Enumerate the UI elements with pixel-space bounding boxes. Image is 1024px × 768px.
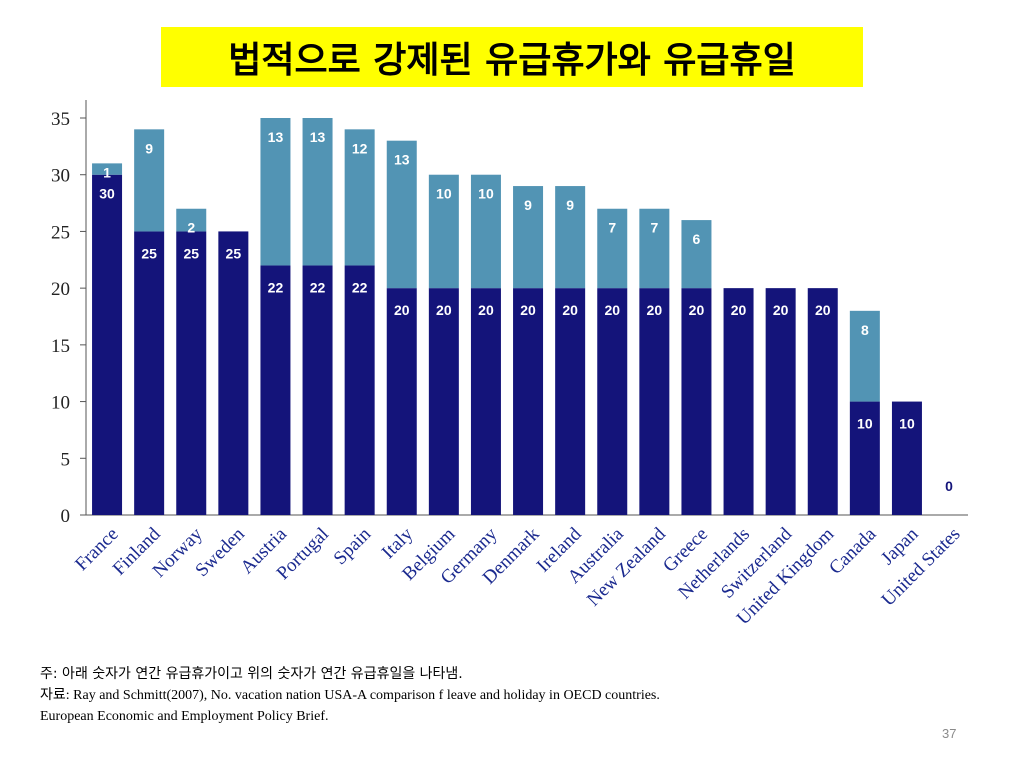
bar-label-vacation: 25 [183, 245, 199, 261]
bar-label-holiday: 9 [145, 140, 153, 156]
bar-label-vacation: 20 [520, 302, 536, 318]
bar-label-vacation: 20 [478, 302, 494, 318]
note-text: : 아래 숫자가 연간 유급휴가이고 위의 숫자가 연간 유급휴일을 나타냄. [52, 666, 463, 682]
bar-label-holiday: 13 [394, 152, 410, 168]
bar-label-vacation: 20 [604, 302, 620, 318]
bar-holiday-denmark [513, 186, 544, 289]
y-tick-label: 25 [51, 222, 70, 243]
bar-vacation-canada [849, 401, 880, 515]
x-tick-label: Spain [330, 523, 376, 569]
bar-holiday-france [92, 163, 123, 175]
source-line-2: European Economic and Employment Policy … [40, 709, 329, 724]
bar-vacation-spain [344, 265, 375, 515]
source-text: : Ray and Schmitt(2007), No. vacation na… [65, 688, 660, 703]
source-prefix: 자료 [40, 687, 66, 703]
bar-vacation-switzerland [765, 288, 796, 515]
x-tick-label: Canada [825, 523, 881, 579]
bar-vacation-united-kingdom [807, 288, 838, 515]
bar-vacation-denmark [513, 288, 544, 515]
bar-vacation-austria [260, 265, 291, 515]
bar-label-holiday: 6 [693, 231, 701, 247]
bar-holiday-portugal [302, 118, 333, 266]
bar-vacation-germany [470, 288, 501, 515]
source-line: 자료: Ray and Schmitt(2007), No. vacation … [40, 685, 940, 706]
bar-label-holiday: 2 [187, 220, 195, 236]
footnote: 주: 아래 숫자가 연간 유급휴가이고 위의 숫자가 연간 유급휴일을 나타냄.… [40, 664, 940, 727]
bar-label-vacation: 20 [773, 302, 789, 318]
bar-holiday-italy [386, 140, 417, 289]
y-tick-label: 30 [51, 166, 70, 187]
bar-holiday-canada [849, 310, 880, 402]
bar-holiday-germany [470, 174, 501, 289]
x-axis-labels: FranceFinlandNorwaySwedenAustriaPortugal… [71, 523, 964, 629]
bar-label-holiday: 10 [478, 186, 494, 202]
bar-label-vacation: 30 [99, 186, 115, 202]
bar-holiday-australia [597, 208, 628, 289]
bar-vacation-norway [176, 231, 207, 515]
bar-label-vacation: 20 [562, 302, 578, 318]
bar-label-holiday: 1 [103, 164, 111, 180]
stacked-bar-chart: 0 5 10 15 20 25 30 35 30 1 25 9 25 2 25 22 13 22 13 22 12 20… [51, 100, 968, 629]
bar-vacation-belgium [428, 288, 459, 515]
bar-label-holiday: 7 [608, 220, 616, 236]
bar-holiday-belgium [428, 174, 459, 289]
bar-label-vacation: 20 [647, 302, 663, 318]
bar-vacation-finland [134, 231, 165, 515]
bar-holiday-spain [344, 129, 375, 266]
y-tick-label: 10 [51, 393, 70, 414]
bar-vacation-italy [386, 288, 417, 515]
bar-label-vacation: 10 [857, 416, 873, 432]
bars: 30 1 25 9 25 2 25 22 13 22 13 22 12 20 13 20 10 20 10 20 9 20… [92, 118, 953, 515]
bar-holiday-new-zealand [639, 208, 670, 289]
bar-label-holiday: 9 [524, 197, 532, 213]
bar-vacation-new-zealand [639, 288, 670, 515]
bar-holiday-norway [176, 208, 207, 232]
y-axis-ticks: 0 5 10 15 20 25 30 35 [51, 109, 86, 527]
bar-label-holiday: 13 [268, 129, 284, 145]
note-prefix: 주 [40, 666, 53, 682]
bar-label-vacation: 22 [310, 279, 326, 295]
y-tick-label: 20 [51, 279, 70, 300]
bar-label-vacation: 0 [945, 478, 953, 494]
bar-label-vacation: 20 [436, 302, 452, 318]
bar-vacation-ireland [555, 288, 586, 515]
bar-label-vacation: 20 [731, 302, 747, 318]
slide-title: 법적으로 강제된 유급휴가와 유급휴일 [161, 27, 863, 87]
note-line: 주: 아래 숫자가 연간 유급휴가이고 위의 숫자가 연간 유급휴일을 나타냄. [40, 664, 940, 685]
bar-label-holiday: 8 [861, 322, 869, 338]
bar-label-vacation: 20 [689, 302, 705, 318]
y-tick-label: 0 [61, 506, 71, 527]
bar-vacation-australia [597, 288, 628, 515]
bar-holiday-finland [134, 129, 165, 232]
bar-vacation-france [92, 174, 123, 515]
bar-label-vacation: 22 [352, 279, 368, 295]
bar-holiday-austria [260, 118, 291, 266]
bar-label-holiday: 12 [352, 140, 368, 156]
bar-label-holiday: 7 [650, 220, 658, 236]
bar-holiday-greece [681, 220, 712, 289]
bar-vacation-netherlands [723, 288, 754, 515]
bar-vacation-portugal [302, 265, 333, 515]
bar-label-vacation: 20 [394, 302, 410, 318]
bar-vacation-japan [891, 401, 922, 515]
bar-label-vacation: 20 [815, 302, 831, 318]
y-tick-label: 5 [61, 449, 71, 470]
bar-vacation-sweden [218, 231, 249, 515]
bar-label-holiday: 13 [310, 129, 326, 145]
bar-vacation-greece [681, 288, 712, 515]
bar-label-vacation: 25 [226, 245, 242, 261]
page-number: 37 [942, 726, 957, 741]
y-tick-label: 35 [51, 109, 70, 130]
bar-holiday-ireland [555, 186, 586, 289]
bar-label-vacation: 10 [899, 416, 915, 432]
bar-label-holiday: 9 [566, 197, 574, 213]
bar-label-vacation: 25 [141, 245, 157, 261]
y-tick-label: 15 [51, 336, 70, 357]
bar-label-vacation: 22 [268, 279, 284, 295]
bar-label-holiday: 10 [436, 186, 452, 202]
